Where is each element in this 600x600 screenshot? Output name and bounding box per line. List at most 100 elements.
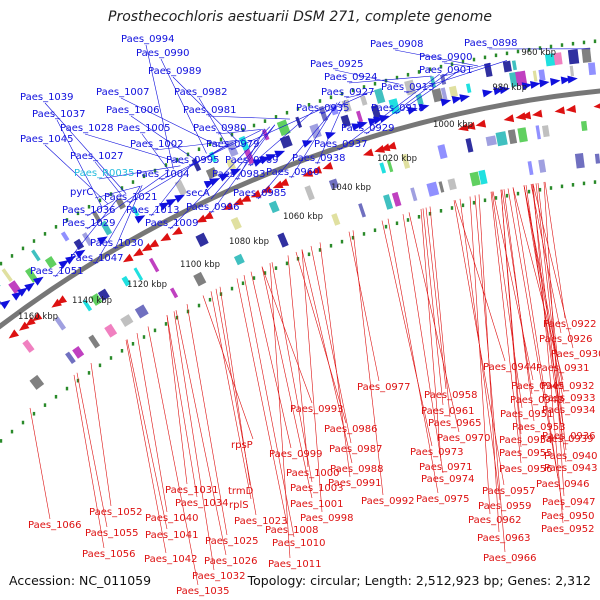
feature-block xyxy=(448,85,458,98)
tick-mark xyxy=(560,43,564,47)
forward-gene-label: Paes_1027 xyxy=(70,151,124,162)
forward-gene-label: Paes_1036 xyxy=(62,205,116,216)
reverse-gene-label: Paes_1042 xyxy=(144,554,198,565)
feature-block xyxy=(370,104,381,119)
reverse-gene-arrow xyxy=(322,161,334,170)
forward-leader-line xyxy=(141,133,170,172)
forward-leader-line xyxy=(395,69,461,115)
reverse-gene-label: Paes_1041 xyxy=(145,530,199,541)
reverse-gene-label: Paes_0971 xyxy=(419,462,473,473)
reverse-leader-line xyxy=(29,407,51,520)
feature-block xyxy=(431,88,444,103)
reverse-leader-line xyxy=(420,208,442,462)
reverse-leader-line xyxy=(490,191,522,464)
forward-gene-label: Paes_0927 xyxy=(321,87,375,98)
reverse-gene-label: Paes_0955 xyxy=(499,448,553,459)
feature-block xyxy=(440,74,447,85)
feature-block xyxy=(29,374,45,390)
reverse-gene-label: Paes_0958 xyxy=(424,390,478,401)
forward-leader-line xyxy=(230,104,332,151)
forward-gene-arrow xyxy=(159,202,170,211)
forward-gene-arrow xyxy=(567,75,578,84)
reverse-gene-arrow xyxy=(25,317,36,327)
gene-labels: Paes_0994 Paes_0990 Paes_0989 Paes_1039 Paes… xyxy=(20,34,600,597)
forward-leader-line xyxy=(169,126,271,230)
reverse-leader-line xyxy=(90,362,112,507)
feature-block xyxy=(404,79,417,96)
feature-block xyxy=(484,62,493,78)
reverse-gene-arrow xyxy=(311,165,323,174)
tick-mark xyxy=(582,40,586,45)
tick-mark xyxy=(351,88,355,93)
forward-leader-line xyxy=(210,124,276,200)
tick-mark xyxy=(120,348,124,353)
scale-label: 1000 kbp xyxy=(433,120,473,130)
tick-mark xyxy=(318,99,322,103)
reverse-gene-arrow xyxy=(278,178,290,186)
forward-gene-label: secA xyxy=(186,188,210,199)
reverse-leader-line xyxy=(175,310,227,556)
reverse-gene-label: Paes_0936 xyxy=(542,431,596,442)
reverse-gene-arrow xyxy=(554,106,565,115)
tick-mark xyxy=(54,225,58,229)
reverse-gene-label: Paes_1066 xyxy=(28,520,82,531)
scale-label: 1080 kbp xyxy=(229,237,269,247)
tick-mark xyxy=(65,386,69,391)
reverse-leader-line xyxy=(512,187,564,511)
feature-block xyxy=(72,346,85,359)
feature-block xyxy=(65,351,76,365)
tick-mark xyxy=(131,342,135,346)
forward-gene-label: Paes_1030 xyxy=(90,238,144,249)
reverse-leader-line xyxy=(523,185,565,405)
reverse-leader-line xyxy=(202,295,254,440)
tick-mark xyxy=(516,191,520,196)
reverse-gene-arrow xyxy=(160,232,172,242)
scale-label: 960 kbp xyxy=(521,48,556,58)
tick-mark xyxy=(164,322,168,326)
tick-mark xyxy=(593,39,597,44)
forward-gene-arrow xyxy=(499,86,510,95)
forward-gene-arrow xyxy=(325,131,336,140)
forward-gene-label: Paes_1006 xyxy=(106,105,160,116)
gene-arrow-tracks xyxy=(0,75,600,339)
forward-gene-arrow xyxy=(550,77,561,86)
tick-mark xyxy=(219,137,223,142)
forward-gene-arrow xyxy=(230,168,242,177)
reverse-gene-label: Paes_1032 xyxy=(192,571,246,582)
feature-block xyxy=(318,105,328,122)
forward-gene-label: Paes_0990 xyxy=(136,48,190,59)
feature-block xyxy=(569,65,575,77)
forward-leader-line xyxy=(257,101,341,200)
feature-block xyxy=(230,216,242,230)
reverse-leader-line xyxy=(532,183,564,524)
feature-block xyxy=(469,171,481,187)
forward-gene-label: Paes_0994 xyxy=(121,34,175,45)
reverse-gene-label: Paes_0987 xyxy=(329,444,383,455)
forward-gene-label: Paes_0898 xyxy=(464,38,518,49)
forward-leader-line xyxy=(150,157,197,217)
reverse-gene-arrow xyxy=(565,104,577,113)
reverse-gene-label: Paes_0932 xyxy=(541,381,595,392)
forward-gene-label: Paes_1004 xyxy=(136,169,190,180)
tick-mark xyxy=(175,315,179,320)
tick-mark xyxy=(252,276,256,280)
reverse-leader-line xyxy=(459,198,501,501)
reverse-gene-label: Paes_0950 xyxy=(541,511,595,522)
forward-gene-arrow xyxy=(482,89,493,98)
feature-block xyxy=(580,120,588,132)
forward-gene-label: Paes_1005 xyxy=(117,123,171,134)
feature-block xyxy=(386,159,394,173)
forward-leader-line xyxy=(338,73,440,151)
feature-block xyxy=(507,129,518,145)
reverse-gene-label: Paes_1035 xyxy=(176,586,230,597)
tick-mark xyxy=(230,286,234,291)
reverse-gene-label: Paes_0999 xyxy=(269,449,323,460)
reverse-gene-label: Paes_1056 xyxy=(82,549,136,560)
tick-mark xyxy=(340,239,344,244)
reverse-gene-arrow xyxy=(593,101,600,110)
tick-mark xyxy=(241,281,245,286)
scale-label: 1040 kbp xyxy=(331,183,371,193)
tick-mark xyxy=(384,78,388,83)
reverse-gene-arrow xyxy=(31,312,43,322)
forward-gene-label: Paes_0983 xyxy=(212,169,266,180)
